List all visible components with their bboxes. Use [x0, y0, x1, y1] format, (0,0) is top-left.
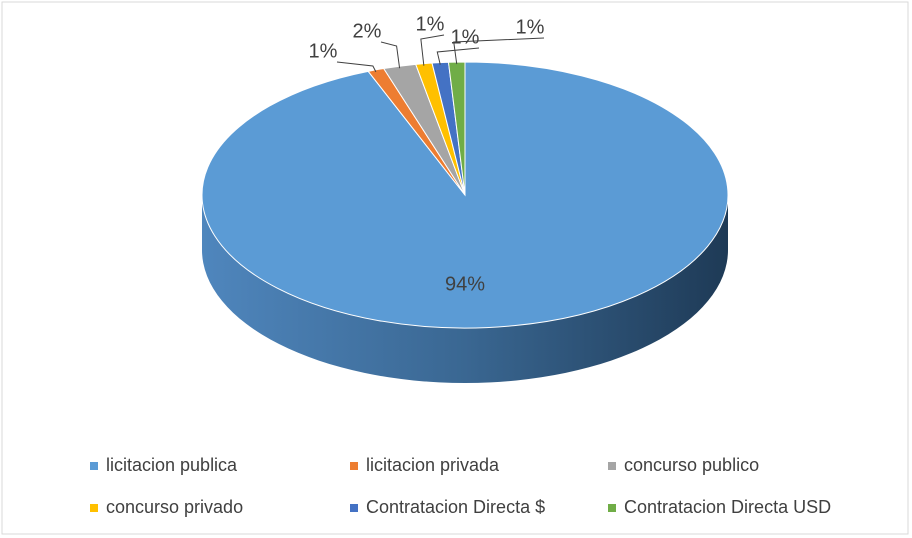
leader-line	[436, 47, 480, 65]
legend-label: licitacion privada	[366, 455, 500, 475]
legend-label: concurso publico	[624, 455, 759, 475]
legend-swatch	[350, 504, 358, 512]
legend-label: licitacion publica	[106, 455, 238, 475]
legend-swatch	[90, 504, 98, 512]
legend-label: Contratacion Directa USD	[624, 497, 831, 517]
data-label: 94%	[445, 273, 485, 295]
leader-line	[420, 34, 445, 66]
legend-swatch	[608, 504, 616, 512]
legend-swatch	[608, 462, 616, 470]
leader-line	[336, 61, 377, 73]
data-label: 1%	[516, 16, 545, 38]
pie-side	[202, 195, 728, 383]
data-label: 1%	[451, 26, 480, 48]
data-label: 1%	[309, 40, 338, 62]
leader-line	[453, 37, 545, 65]
data-label: 1%	[416, 13, 445, 35]
data-label: 2%	[353, 20, 382, 42]
legend-swatch	[350, 462, 358, 470]
legend-label: concurso privado	[106, 497, 243, 517]
legend-label: Contratacion Directa $	[366, 497, 545, 517]
legend-swatch	[90, 462, 98, 470]
leader-line	[380, 41, 401, 69]
